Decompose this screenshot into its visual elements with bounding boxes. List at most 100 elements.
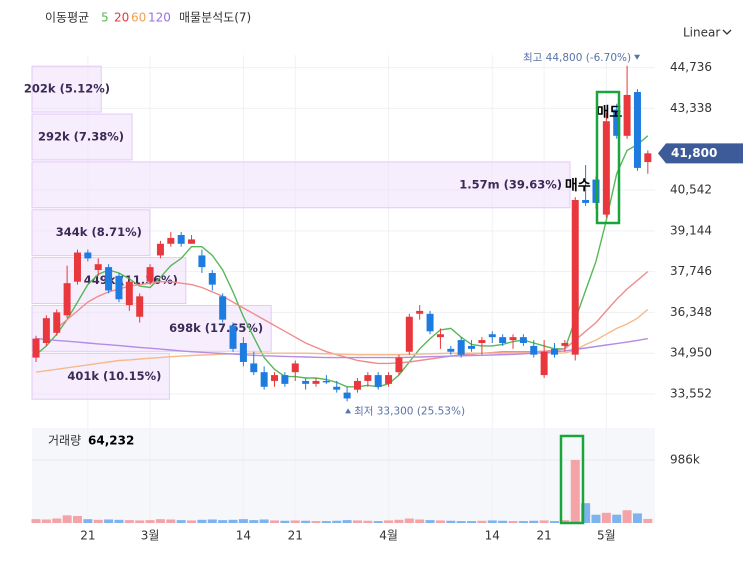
sell-label: 매도 [596, 105, 622, 121]
profile-title: 매물분석도(7) [179, 11, 251, 25]
volume-bar [643, 518, 653, 523]
volume-bar [446, 520, 456, 523]
scale-selector[interactable]: Linear [683, 26, 720, 40]
candle-body [633, 92, 641, 168]
volume-bar [280, 520, 290, 523]
volume-bar [218, 520, 228, 523]
candle-body [63, 283, 71, 316]
profile-bar [31, 352, 170, 400]
y-tick-label: 44,736 [670, 60, 712, 74]
buy-label: 매수 [565, 178, 591, 194]
volume-bar [363, 520, 373, 523]
candle-body [478, 340, 486, 343]
candle-body [530, 345, 538, 355]
x-tick-label: 5월 [597, 529, 616, 543]
volume-panel [32, 428, 655, 523]
volume-bar [404, 518, 414, 523]
profile-bar [31, 209, 151, 257]
candle-body [177, 235, 185, 244]
ma-legend-120: 120 [148, 11, 171, 25]
candle-body [146, 267, 154, 282]
volume-bar [560, 520, 570, 523]
volume-bar [52, 518, 62, 523]
profile-bar [31, 113, 133, 161]
profile-label: 1.57m (39.63%) [459, 177, 562, 191]
volume-bar [311, 521, 321, 523]
candle-body [364, 375, 372, 381]
candle-body [115, 275, 123, 300]
volume-bar [259, 519, 269, 523]
candle-body [468, 345, 476, 349]
candle-body [416, 310, 424, 314]
candle-body [260, 372, 268, 387]
volume-bar [114, 519, 124, 523]
candle-body [250, 363, 258, 373]
volume-bar [518, 521, 528, 523]
y-tick-label: 37,746 [670, 264, 712, 278]
candle-body [239, 342, 247, 362]
candle-body [644, 153, 652, 163]
ma-legend-5: 5 [101, 11, 109, 25]
volume-bar [384, 520, 394, 523]
y-tick-label: 986k [670, 453, 700, 467]
candle-body [167, 237, 175, 244]
volume-bar [332, 520, 342, 523]
volume-bar [41, 519, 51, 523]
candle-body [229, 325, 237, 349]
y-tick-label: 36,348 [670, 305, 712, 319]
volume-bar [249, 520, 259, 523]
scale-chevron[interactable] [722, 29, 732, 35]
ma-line [56, 270, 649, 365]
candle-body [281, 375, 289, 384]
x-tick-label: 21 [536, 529, 551, 543]
current-price-tag [658, 143, 743, 164]
low-arrow [345, 408, 352, 414]
volume-bar [498, 520, 508, 523]
candle-body [198, 255, 206, 268]
candle-body [447, 348, 455, 352]
highlight-box [595, 90, 621, 225]
candle-body [509, 337, 517, 341]
y-tick-label: 43,338 [670, 101, 712, 115]
candle-body [613, 109, 621, 136]
candle-body [426, 313, 434, 332]
x-tick-label: 21 [80, 529, 95, 543]
volume-bar [207, 519, 217, 523]
candle-body [499, 337, 507, 343]
candle-body [343, 392, 351, 399]
x-tick-label: 21 [288, 529, 303, 543]
volume-bar [601, 512, 611, 523]
candle-body [219, 296, 227, 320]
volume-bar [487, 520, 497, 523]
volume-bar [570, 460, 580, 523]
volume-bar [93, 519, 103, 523]
candle-body [488, 334, 496, 338]
x-tick-label: 4월 [379, 529, 398, 543]
volume-bar [270, 520, 280, 523]
volume-bar [467, 521, 477, 523]
high-annotation: 최고 44,800 (-6.70%) [523, 52, 631, 64]
candle-body [188, 239, 196, 244]
x-tick-label: 14 [236, 529, 251, 543]
volume-bar [238, 519, 248, 523]
volume-bar [228, 519, 238, 523]
volume-bar [394, 519, 404, 523]
volume-bar [477, 520, 487, 523]
candle-body [42, 318, 50, 343]
ma-legend-title: 이동평균 [45, 11, 89, 25]
profile-bar [31, 161, 571, 209]
volume-bar [135, 520, 145, 523]
volume-bar [72, 515, 82, 523]
ma-legend-20: 20 [114, 11, 129, 25]
x-tick-label: 14 [485, 529, 500, 543]
candle-body [322, 380, 330, 383]
candle-body [208, 272, 216, 285]
volume-bar [550, 521, 559, 523]
candle-body [602, 121, 610, 215]
candle-body [385, 375, 393, 384]
volume-last: 64,232 [88, 434, 134, 448]
candle-body [405, 316, 413, 352]
candle-body [540, 351, 548, 376]
volume-bar [321, 521, 331, 523]
